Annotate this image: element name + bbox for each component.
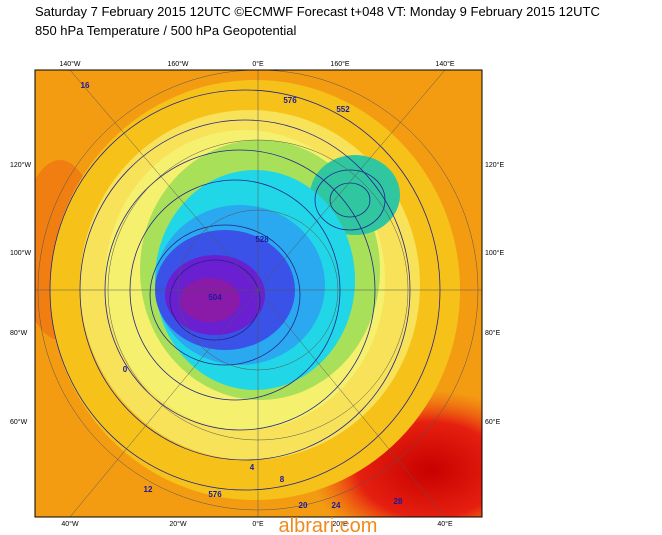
bottom-longitude-label: 20°W bbox=[169, 520, 187, 528]
contour-label: 12 bbox=[144, 485, 153, 494]
top-longitude-label: 140°E bbox=[435, 60, 454, 68]
watermark: albrari.com bbox=[279, 515, 378, 535]
contour-label: 24 bbox=[332, 501, 341, 510]
contour-label: 528 bbox=[255, 235, 269, 244]
bottom-longitude-label: 40°W bbox=[61, 520, 79, 528]
contour-label: 20 bbox=[299, 501, 308, 510]
left-longitude-label: 100°W bbox=[10, 249, 31, 257]
contour-label: 504 bbox=[208, 293, 222, 302]
bottom-longitude-label: 40°E bbox=[437, 520, 453, 528]
contour-label: 552 bbox=[336, 105, 350, 114]
top-longitude-label: 160°W bbox=[167, 60, 188, 68]
contour-label: 16 bbox=[81, 81, 90, 90]
top-longitude-label: 140°W bbox=[59, 60, 80, 68]
title: Saturday 7 February 2015 12UTC ©ECMWF Fo… bbox=[35, 4, 600, 19]
bottom-longitude-label: 20°E bbox=[332, 520, 348, 528]
right-longitude-label: 60°E bbox=[485, 418, 501, 426]
map-field bbox=[35, 70, 482, 517]
left-longitude-label: 120°W bbox=[10, 161, 31, 169]
left-longitude-label: 80°W bbox=[10, 329, 28, 337]
right-longitude-label: 120°E bbox=[485, 161, 504, 169]
left-longitude-label: 60°W bbox=[10, 418, 28, 426]
map-frame bbox=[34, 69, 483, 518]
contour-label: 576 bbox=[208, 490, 222, 499]
contour-label: 28 bbox=[394, 497, 403, 506]
subtitle: 850 hPa Temperature / 500 hPa Geopotenti… bbox=[35, 23, 297, 38]
right-longitude-label: 100°E bbox=[485, 249, 504, 257]
contour-label: 4 bbox=[250, 463, 255, 472]
right-longitude-label: 80°E bbox=[485, 329, 501, 337]
bottom-longitude-label: 0°E bbox=[252, 520, 264, 528]
contour-label: 8 bbox=[280, 475, 285, 484]
contour-label: 0 bbox=[123, 365, 128, 374]
top-longitude-label: 0°E bbox=[252, 60, 264, 68]
contour-label: 576 bbox=[283, 96, 297, 105]
top-longitude-label: 160°E bbox=[330, 60, 349, 68]
